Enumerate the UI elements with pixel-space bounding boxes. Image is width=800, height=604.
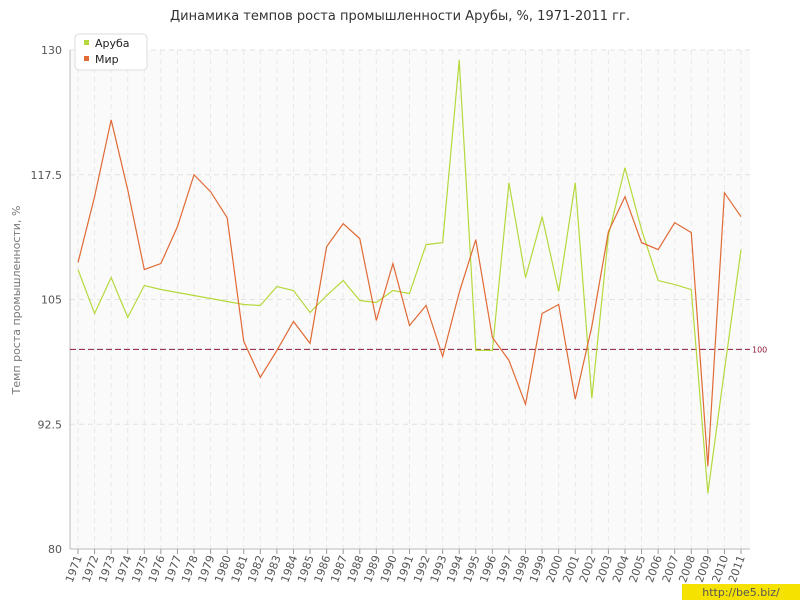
y-tick-label: 80	[48, 543, 62, 556]
legend-box	[74, 33, 148, 71]
legend-swatch	[84, 56, 89, 61]
watermark: http://be5.biz/	[702, 586, 780, 599]
reference-label: 100	[752, 345, 767, 354]
y-tick-label: 92.5	[38, 418, 63, 431]
chart-title: Динамика темпов роста промышленности Ару…	[170, 9, 630, 24]
legend-swatch	[84, 40, 89, 45]
y-axis-label: Темп роста промышленности, %	[10, 206, 23, 396]
series-line	[77, 59, 742, 494]
legend-label: Аруба	[95, 37, 130, 50]
series-line	[77, 119, 742, 467]
y-tick-label: 130	[41, 44, 62, 57]
legend-label: Мир	[95, 53, 119, 66]
y-tick-label: 117.5	[31, 169, 63, 182]
y-tick-label: 105	[41, 294, 62, 307]
watermark-bg	[682, 584, 800, 600]
